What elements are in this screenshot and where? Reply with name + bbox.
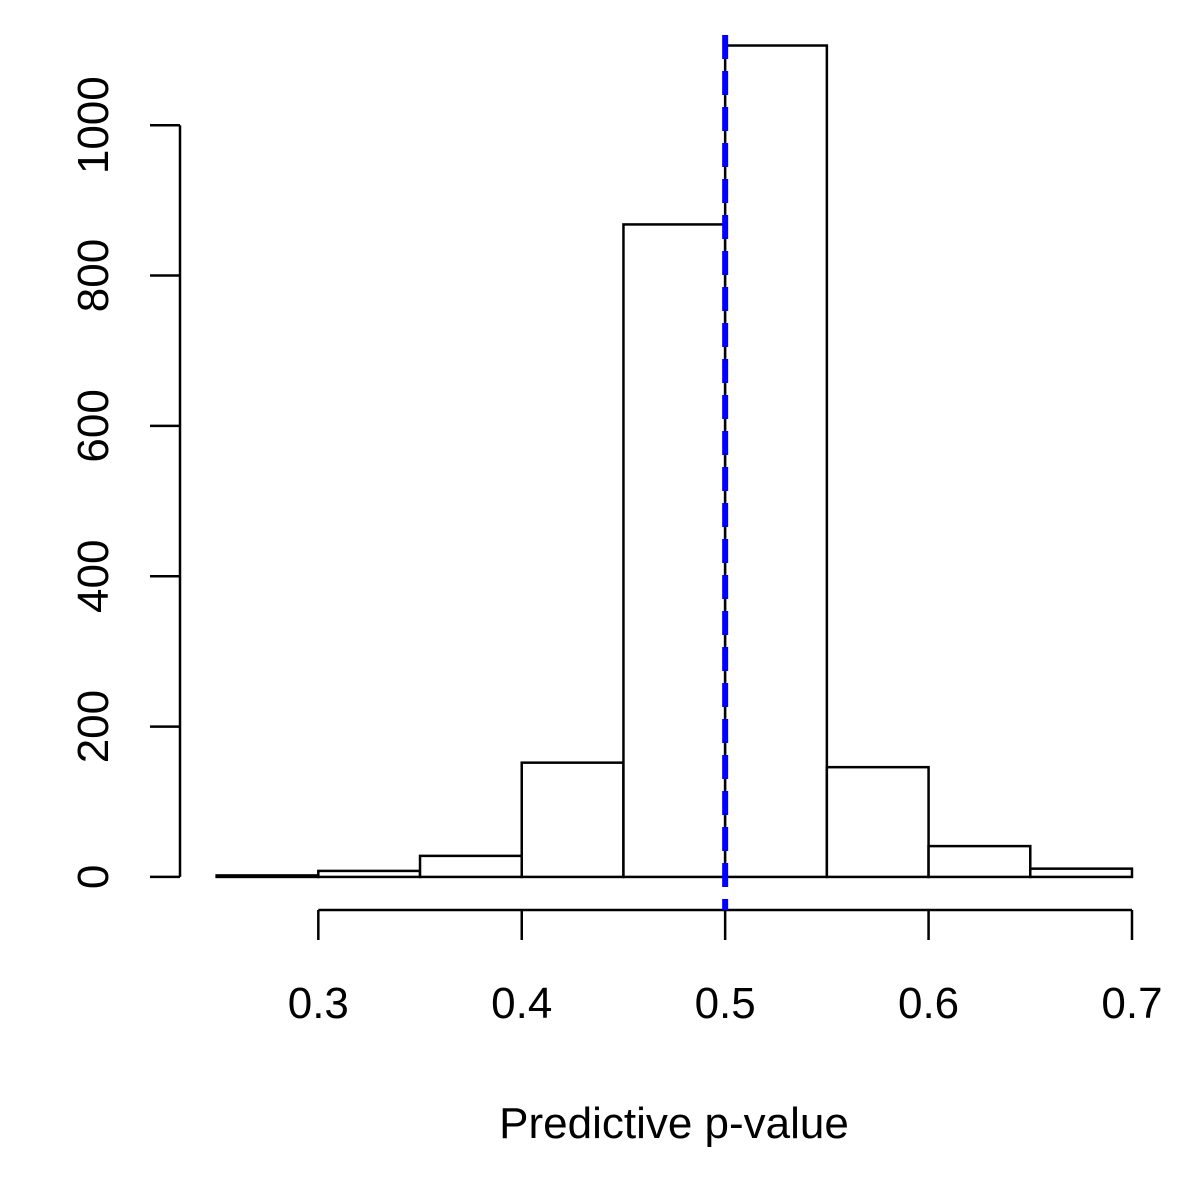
x-axis-label: Predictive p-value bbox=[499, 1099, 849, 1148]
x-tick-label: 0.4 bbox=[491, 979, 552, 1028]
x-tick-label: 0.5 bbox=[695, 979, 756, 1028]
bar bbox=[1029, 867, 1134, 879]
bar bbox=[418, 854, 523, 879]
y-tick-label: 200 bbox=[69, 690, 118, 763]
y-tick-label: 600 bbox=[69, 389, 118, 462]
bar bbox=[622, 223, 727, 879]
x-tick-label: 0.6 bbox=[898, 979, 959, 1028]
bar bbox=[317, 869, 422, 879]
y-tick-label: 400 bbox=[69, 540, 118, 613]
y-tick-label: 0 bbox=[69, 865, 118, 889]
y-tick-label: 1000 bbox=[69, 76, 118, 174]
bar bbox=[723, 44, 829, 879]
bar bbox=[215, 874, 320, 879]
bar bbox=[927, 844, 1032, 879]
x-tick-label: 0.3 bbox=[288, 979, 349, 1028]
x-tick-label: 0.7 bbox=[1101, 979, 1162, 1028]
bar bbox=[825, 765, 930, 879]
y-tick-label: 800 bbox=[69, 239, 118, 312]
bar bbox=[520, 761, 625, 879]
